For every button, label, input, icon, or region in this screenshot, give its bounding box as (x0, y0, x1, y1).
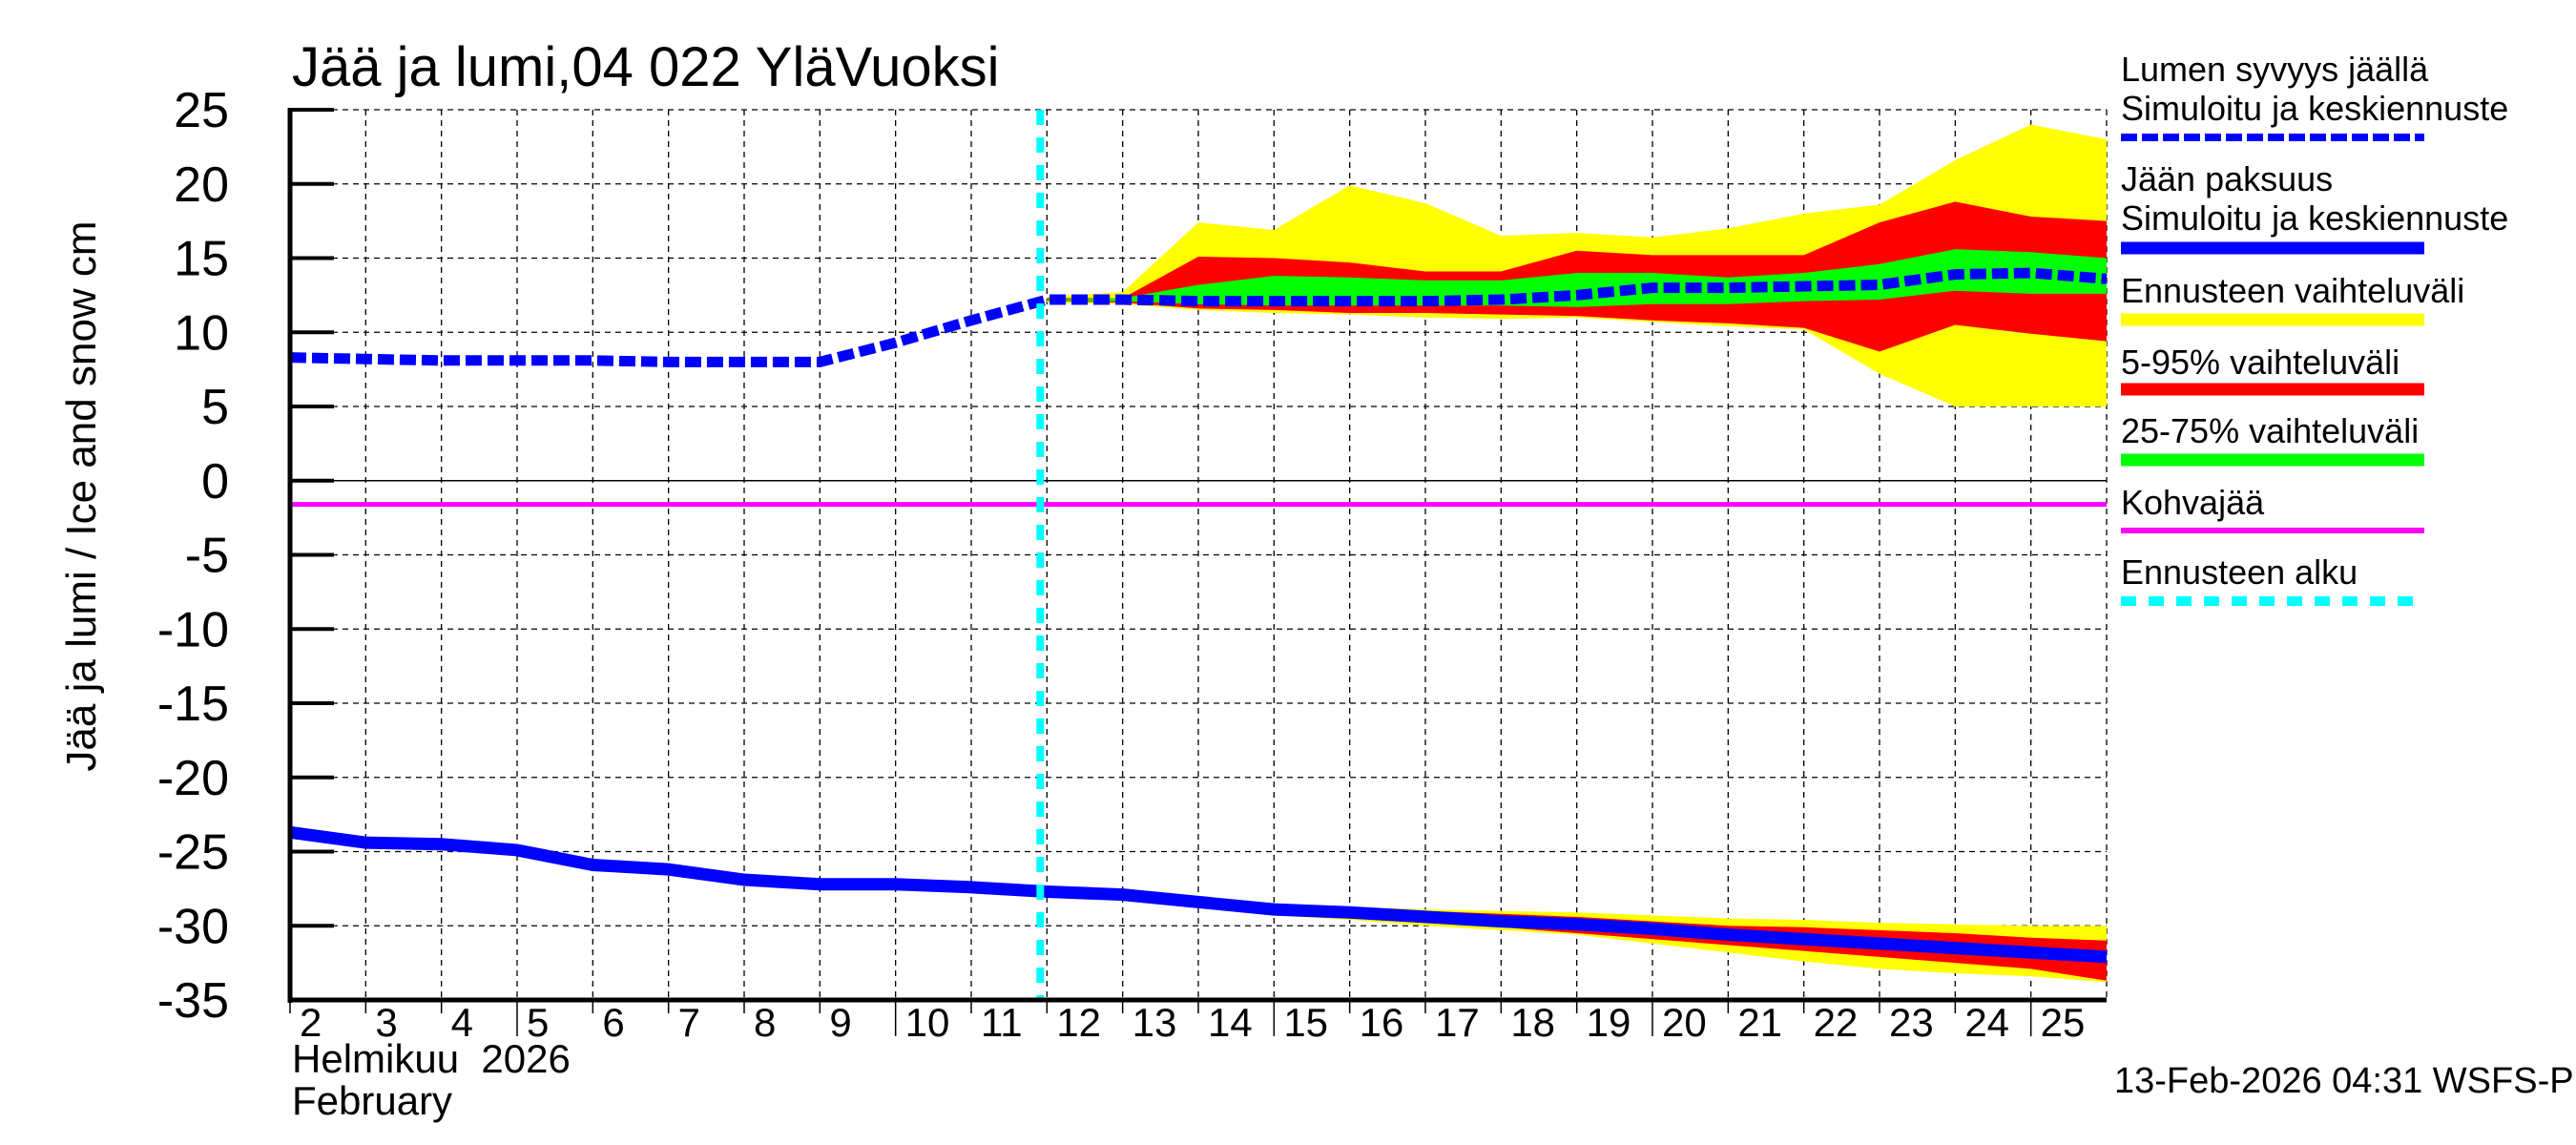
y-tick-label: -30 (157, 899, 229, 954)
legend-label: 5-95% vaihteluväli (2121, 343, 2399, 382)
x-tick-label: 23 (1889, 1000, 1934, 1045)
y-axis-label: Jää ja lumi / Ice and snow cm (58, 220, 105, 771)
x-tick-label: 10 (905, 1000, 950, 1045)
snow-25-75-band (1047, 249, 2107, 307)
series-lines (289, 110, 2108, 1000)
x-axis-month-en: February (292, 1078, 452, 1123)
timestamp: 13-Feb-2026 04:31 WSFS-P (2114, 1061, 2574, 1101)
x-tick-label: 6 (602, 1000, 624, 1045)
y-tick-label: 20 (174, 157, 229, 213)
x-tick-label: 17 (1435, 1000, 1480, 1045)
y-tick-label: 15 (174, 232, 229, 287)
x-axis-month-fi: Helmikuu 2026 (292, 1036, 571, 1081)
legend-label: Lumen syvyys jäällä (2121, 50, 2429, 89)
y-tick-label: -15 (157, 677, 229, 732)
x-tick-label: 20 (1662, 1000, 1707, 1045)
x-tick-label: 16 (1360, 1000, 1404, 1045)
ice-thickness-line (289, 825, 2108, 964)
legend-label: 25-75% vaihteluväli (2121, 411, 2419, 450)
legend-sublabel: Simuloitu ja keskiennuste (2121, 198, 2508, 238)
y-tick-label: 0 (201, 454, 229, 510)
x-tick-label: 8 (754, 1000, 776, 1045)
y-tick-label: -25 (157, 825, 229, 881)
y-tick-label: -35 (157, 973, 229, 1029)
x-tick-label: 18 (1510, 1000, 1555, 1045)
legend-label: Jään paksuus (2121, 159, 2333, 198)
snow-depth-line (289, 267, 2108, 367)
y-tick-label: -5 (185, 529, 229, 584)
x-tick-label: 13 (1132, 1000, 1177, 1045)
y-tick-label: 10 (174, 305, 229, 361)
chart-title: Jää ja lumi,04 022 YläVuoksi (292, 36, 1000, 98)
x-tick-label: 24 (1964, 1000, 2009, 1045)
x-tick-label: 25 (2041, 1000, 2086, 1045)
x-tick-label: 2 (300, 1000, 322, 1045)
x-tick-label: 22 (1814, 1000, 1859, 1045)
legend-label: Kohvajää (2121, 483, 2265, 522)
x-tick-label: 15 (1283, 1000, 1328, 1045)
y-tick-label: -20 (157, 751, 229, 806)
legend-sublabel: Simuloitu ja keskiennuste (2121, 89, 2508, 128)
legend-label: Ennusteen vaihteluväli (2121, 271, 2464, 310)
x-tick-label: 12 (1056, 1000, 1101, 1045)
x-tick-label: 9 (829, 1000, 851, 1045)
y-tick-label: 25 (174, 83, 229, 138)
legend-label: Ennusteen alku (2121, 552, 2358, 592)
x-tick-label: 3 (375, 1000, 397, 1045)
x-tick-label: 4 (451, 1000, 473, 1045)
x-tick-label: 7 (678, 1000, 700, 1045)
x-tick-label: 21 (1737, 1000, 1782, 1045)
y-tick-labels: 25 20 15 10 5 0 -5 -10 -15 -20 -25 -30 -35 (157, 83, 229, 1029)
x-tick-label: 14 (1208, 1000, 1253, 1045)
x-tick-label: 5 (527, 1000, 549, 1045)
y-tick-label: 5 (201, 380, 229, 435)
x-tick-labels: 2 3 4 5 6 7 8 9 10 11 12 13 14 15 16 17 18 19 20 21 22 23 24 25 (289, 1000, 2086, 1045)
x-tick-label: 19 (1587, 1000, 1631, 1045)
x-tick-label: 11 (981, 1000, 1023, 1045)
y-tick-label: -10 (157, 602, 229, 657)
